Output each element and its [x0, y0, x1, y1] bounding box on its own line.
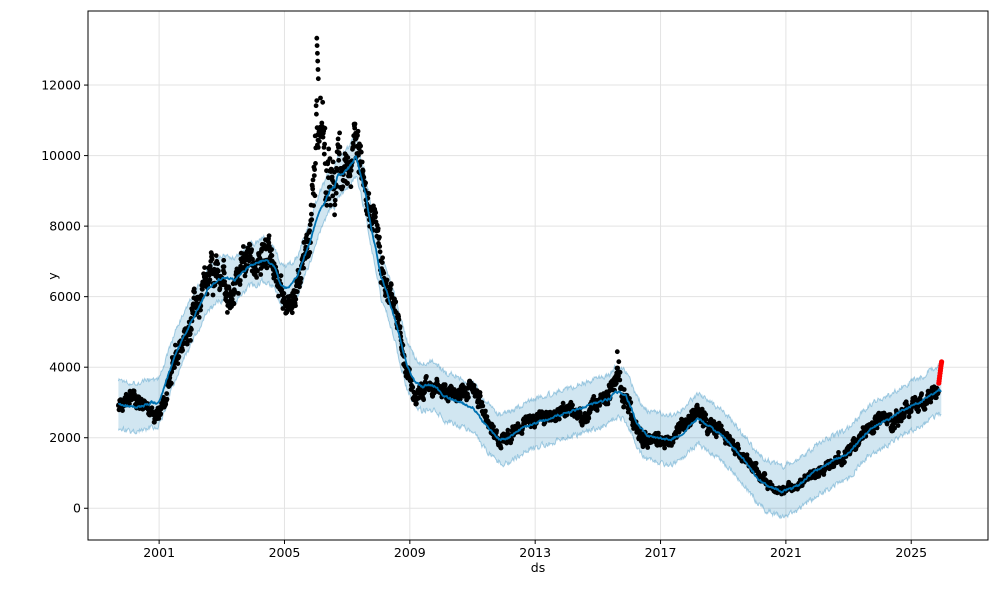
uncertainty-band-fill — [118, 137, 942, 519]
uncertainty-band-lower-edge — [117, 175, 942, 520]
x-tick-label: 2013 — [519, 545, 551, 560]
x-tick-label: 2017 — [645, 545, 677, 560]
x-tick-label: 2025 — [895, 545, 927, 560]
y-tick-label: 12000 — [41, 77, 81, 92]
y-tick-label: 0 — [73, 501, 81, 516]
axes: 2001 2005 2009 2013 2017 2021 2025 0 2000 4000 600… — [41, 10, 989, 560]
x-tick-label: 2001 — [143, 545, 175, 560]
yhat-line — [117, 155, 942, 494]
outlier-dot — [315, 76, 321, 82]
outlier-dot — [315, 67, 321, 72]
outlier-dot — [314, 43, 320, 48]
outlier-dot — [314, 35, 320, 41]
y-tick-label: 10000 — [41, 148, 81, 163]
x-tick-label: 2005 — [269, 545, 301, 560]
x-tick-label: 2021 — [770, 545, 802, 560]
forecast-line — [117, 155, 942, 494]
recent-dot — [939, 359, 945, 365]
plot-area-border — [87, 10, 989, 541]
y-tick-label: 2000 — [49, 430, 81, 445]
x-axis-label: ds — [531, 560, 545, 575]
y-tick-label: 6000 — [49, 289, 81, 304]
y-axis-label: y — [45, 272, 60, 280]
outlier-dot — [315, 50, 320, 56]
uncertainty-band — [117, 136, 942, 520]
x-tick-label: 2009 — [394, 545, 426, 560]
uncertainty-band-upper-edge — [117, 136, 942, 471]
outlier-dot — [315, 58, 321, 64]
y-tick-label: 8000 — [49, 218, 81, 233]
grid-lines — [88, 11, 988, 540]
recent-observation-dots — [936, 359, 945, 386]
y-tick-label: 4000 — [49, 359, 81, 374]
